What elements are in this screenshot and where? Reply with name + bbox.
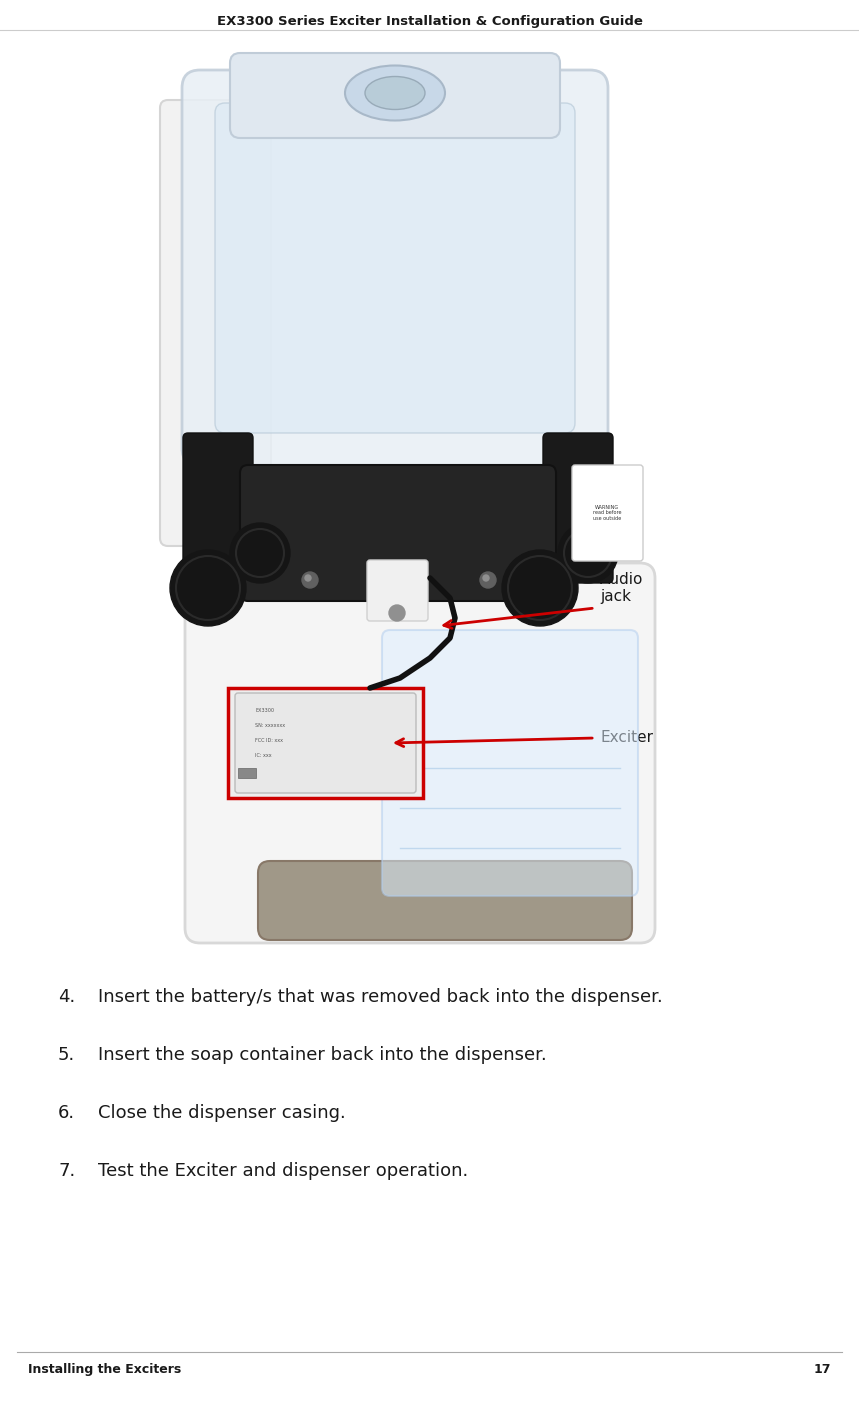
- FancyBboxPatch shape: [382, 629, 638, 895]
- FancyBboxPatch shape: [367, 560, 428, 621]
- Circle shape: [302, 572, 318, 589]
- FancyBboxPatch shape: [160, 100, 271, 546]
- FancyBboxPatch shape: [183, 434, 253, 583]
- Circle shape: [230, 522, 290, 583]
- Text: Installing the Exciters: Installing the Exciters: [28, 1363, 181, 1376]
- FancyBboxPatch shape: [240, 465, 556, 601]
- Circle shape: [305, 574, 311, 582]
- FancyBboxPatch shape: [230, 54, 560, 138]
- Text: SN: xxxxxxx: SN: xxxxxxx: [255, 722, 285, 728]
- Ellipse shape: [365, 76, 425, 110]
- Text: Exciter: Exciter: [600, 731, 653, 745]
- Bar: [238, 767, 256, 779]
- Circle shape: [558, 522, 618, 583]
- Ellipse shape: [345, 66, 445, 121]
- FancyBboxPatch shape: [235, 693, 416, 793]
- Text: 6.: 6.: [58, 1104, 75, 1122]
- Circle shape: [483, 574, 489, 582]
- Text: WARNING
read before
use outside: WARNING read before use outside: [593, 504, 621, 521]
- FancyBboxPatch shape: [543, 434, 613, 583]
- Text: EX3300: EX3300: [255, 708, 274, 712]
- FancyBboxPatch shape: [215, 103, 575, 434]
- Text: Audio
jack: Audio jack: [600, 572, 643, 604]
- Text: Close the dispenser casing.: Close the dispenser casing.: [98, 1104, 346, 1122]
- FancyBboxPatch shape: [258, 862, 632, 941]
- Text: FCC ID: xxx: FCC ID: xxx: [255, 738, 283, 743]
- Text: 4.: 4.: [58, 988, 76, 1005]
- Circle shape: [389, 605, 405, 621]
- Text: EX3300 Series Exciter Installation & Configuration Guide: EX3300 Series Exciter Installation & Con…: [216, 15, 643, 28]
- Text: Insert the soap container back into the dispenser.: Insert the soap container back into the …: [98, 1046, 546, 1064]
- FancyBboxPatch shape: [572, 465, 643, 560]
- FancyBboxPatch shape: [182, 70, 608, 466]
- Text: 17: 17: [813, 1363, 831, 1376]
- Text: 5.: 5.: [58, 1046, 76, 1064]
- Circle shape: [502, 551, 578, 627]
- Text: Insert the battery/s that was removed back into the dispenser.: Insert the battery/s that was removed ba…: [98, 988, 663, 1005]
- FancyBboxPatch shape: [185, 563, 655, 943]
- Circle shape: [170, 551, 246, 627]
- Bar: [228, 689, 423, 798]
- Text: IC: xxx: IC: xxx: [255, 753, 271, 758]
- Circle shape: [480, 572, 496, 589]
- Text: 7.: 7.: [58, 1162, 76, 1180]
- Text: Test the Exciter and dispenser operation.: Test the Exciter and dispenser operation…: [98, 1162, 468, 1180]
